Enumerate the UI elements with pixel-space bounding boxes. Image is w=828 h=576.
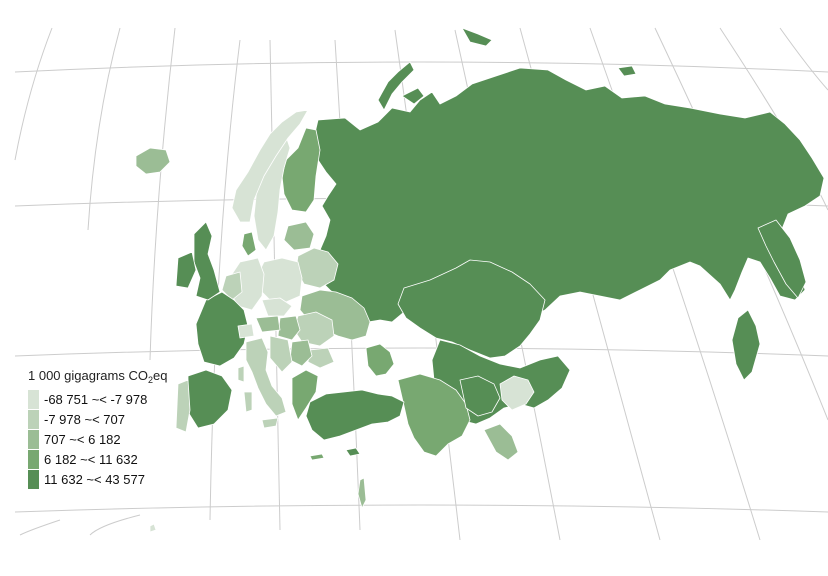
region-norway [231, 109, 309, 223]
legend-title-tail: eq [152, 368, 168, 383]
region-austria [255, 315, 281, 333]
region-caucasus [365, 343, 395, 377]
region-baltics [283, 221, 315, 251]
graticule-parallel [14, 347, 828, 357]
legend-swatch [28, 429, 39, 449]
graticule-parallel [14, 504, 828, 513]
region-iran [397, 373, 471, 457]
legend-swatch [28, 449, 39, 469]
region-sardinia [243, 391, 253, 413]
region-arctic-isle [401, 87, 425, 105]
region-iceland [135, 147, 171, 175]
region-corsica [237, 365, 245, 383]
region-bulgaria [307, 347, 335, 369]
region-sicily [261, 417, 279, 429]
legend-item: 11 632 ~< 43 577 [28, 469, 218, 489]
region-italy [245, 337, 287, 417]
region-pakistan-east [483, 423, 519, 461]
region-turkey [305, 389, 405, 441]
legend-item: 6 182 ~< 11 632 [28, 449, 218, 469]
legend-label: -7 978 ~< 707 [44, 411, 125, 427]
legend-item: -68 751 ~< -7 978 [28, 389, 218, 409]
graticule-meridian [14, 27, 53, 161]
region-balkans-west [269, 335, 293, 373]
region-finland [281, 127, 321, 213]
graticule-parallel [14, 61, 828, 73]
region-greece [291, 369, 319, 421]
region-novaya-zemlya [377, 61, 415, 111]
region-cyprus [345, 447, 361, 457]
graticule-meridian [209, 39, 241, 521]
region-svalbard [461, 27, 493, 47]
region-hungary [277, 315, 301, 341]
legend-label: 6 182 ~< 11 632 [44, 451, 138, 467]
region-switzerland [237, 323, 255, 339]
region-poland [257, 257, 303, 303]
legend-label: 707 ~< 6 182 [44, 431, 121, 447]
graticule-meridian [779, 27, 828, 91]
region-portugal [175, 379, 191, 433]
region-atlantic-isle [149, 523, 157, 533]
legend-swatch [28, 409, 39, 429]
legend-item: 707 ~< 6 182 [28, 429, 218, 449]
region-spain [187, 369, 233, 429]
legend-swatch [28, 469, 39, 489]
region-sakhalin [731, 309, 761, 381]
region-benelux [221, 271, 243, 301]
region-franz-josef [617, 65, 637, 77]
legend-item: -7 978 ~< 707 [28, 409, 218, 429]
region-east-pale [499, 375, 535, 411]
legend-title-sub: 2 [147, 375, 153, 385]
countries [135, 27, 825, 533]
region-russia [311, 67, 825, 331]
legend-label: 11 632 ~< 43 577 [44, 471, 145, 487]
legend: 1 000 gigagrams CO2eq -68 751 ~< -7 978 … [28, 367, 218, 489]
region-levant [357, 477, 367, 509]
graticule-meridian [87, 27, 121, 231]
region-czech [261, 297, 293, 317]
region-france [195, 291, 249, 367]
graticule-meridian [149, 27, 176, 361]
region-ireland [175, 251, 197, 289]
graticule-meridian [89, 514, 141, 536]
legend-title: 1 000 gigagrams CO2eq [28, 367, 218, 385]
region-kamchatka [757, 219, 807, 299]
legend-label: -68 751 ~< -7 978 [44, 391, 148, 407]
region-afghanistan [459, 375, 501, 417]
legend-title-main: 1 000 gigagrams CO [28, 368, 148, 383]
legend-swatch [28, 389, 39, 409]
graticule-meridian [19, 519, 61, 536]
region-kazakhstan [397, 259, 546, 359]
region-denmark [241, 231, 257, 257]
region-uk [193, 221, 221, 301]
region-crete [309, 453, 325, 461]
